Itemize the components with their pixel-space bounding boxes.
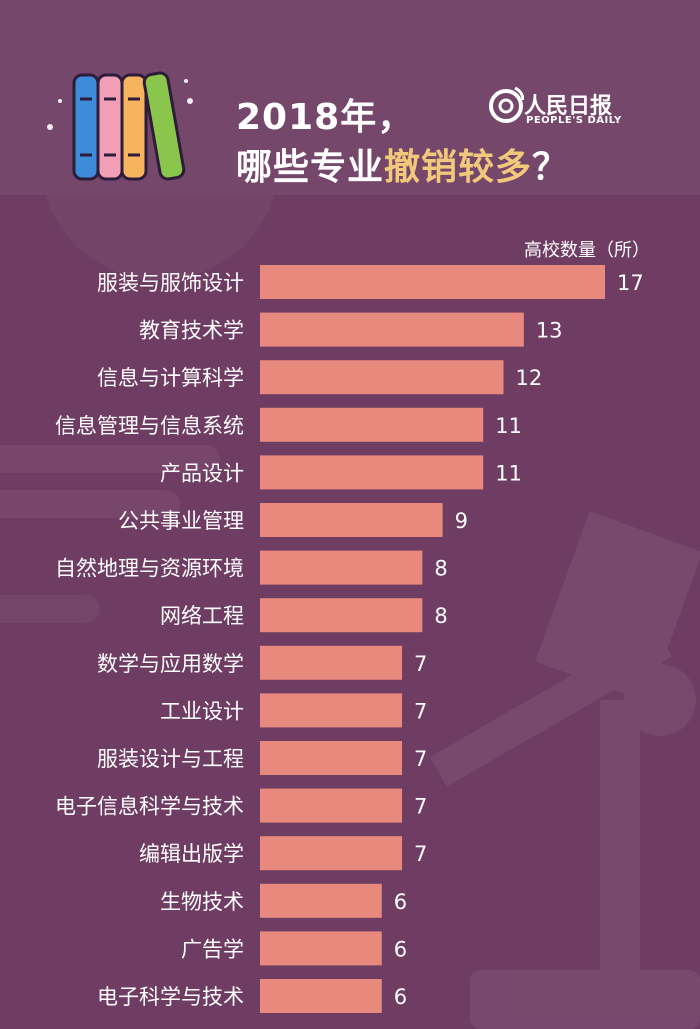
category-label: 生物技术 bbox=[160, 890, 244, 914]
bar bbox=[260, 741, 403, 775]
value-label: 8 bbox=[434, 604, 447, 628]
category-label: 数学与应用数学 bbox=[97, 652, 244, 676]
category-label: 电子信息科学与技术 bbox=[55, 795, 244, 819]
value-label: 17 bbox=[617, 271, 644, 295]
category-label: 信息与计算科学 bbox=[97, 366, 244, 390]
category-label: 公共事业管理 bbox=[118, 509, 244, 533]
bar bbox=[260, 598, 423, 633]
category-label: 教育技术学 bbox=[139, 319, 244, 343]
peoples-daily-logo: 人民日报 PEOPLE'S DAILY bbox=[488, 82, 638, 132]
bar bbox=[260, 883, 382, 918]
value-label: 13 bbox=[536, 319, 563, 343]
chart-title-line2: 哪些专业撤销较多？ bbox=[236, 138, 569, 190]
value-label: 12 bbox=[516, 366, 543, 390]
bar bbox=[260, 407, 484, 442]
bar bbox=[260, 979, 382, 1013]
title-prefix: 哪些专业 bbox=[236, 147, 385, 188]
category-label: 信息管理与信息系统 bbox=[55, 414, 244, 438]
bar bbox=[260, 360, 504, 395]
title-suffix: ？ bbox=[532, 147, 570, 188]
chart-title-line1: 2018年， bbox=[236, 97, 415, 138]
bar bbox=[260, 455, 484, 490]
bar bbox=[260, 693, 403, 728]
logo-subtext: PEOPLE'S DAILY bbox=[526, 115, 622, 126]
chart-unit-label: 高校数量（所） bbox=[524, 240, 650, 261]
at-sign-logo-icon bbox=[489, 86, 524, 123]
books-icon bbox=[47, 71, 193, 181]
category-label: 工业设计 bbox=[160, 699, 244, 723]
category-label: 自然地理与资源环境 bbox=[55, 557, 244, 581]
category-label: 编辑出版学 bbox=[139, 842, 244, 866]
value-label: 9 bbox=[455, 509, 468, 533]
category-label: 服装与服饰设计 bbox=[97, 271, 244, 295]
value-label: 6 bbox=[394, 985, 407, 1009]
bar bbox=[260, 931, 382, 966]
value-label: 7 bbox=[414, 842, 427, 866]
header-banner: 2018年， 哪些专业撤销较多？ 人民日报 PEOPLE'S DAILY bbox=[0, 0, 700, 195]
category-label: 广告学 bbox=[181, 937, 244, 961]
logo-text: 人民日报 bbox=[524, 94, 613, 119]
bar bbox=[260, 503, 443, 537]
title-highlight: 撤销较多 bbox=[384, 147, 533, 188]
category-label: 服装设计与工程 bbox=[97, 747, 244, 771]
value-label: 7 bbox=[414, 795, 427, 819]
value-label: 7 bbox=[414, 747, 427, 771]
value-label: 8 bbox=[434, 557, 447, 581]
value-label: 11 bbox=[495, 461, 522, 485]
category-label: 网络工程 bbox=[160, 604, 244, 628]
category-label: 电子科学与技术 bbox=[97, 985, 244, 1009]
bar bbox=[260, 645, 403, 680]
bar bbox=[260, 550, 423, 585]
value-label: 6 bbox=[394, 937, 407, 961]
bar bbox=[260, 312, 524, 347]
value-label: 6 bbox=[394, 890, 407, 914]
category-label: 产品设计 bbox=[160, 461, 244, 485]
bar bbox=[260, 788, 403, 823]
value-label: 7 bbox=[414, 699, 427, 723]
value-label: 7 bbox=[414, 652, 427, 676]
bar bbox=[260, 265, 605, 299]
value-label: 11 bbox=[495, 414, 522, 438]
bar bbox=[260, 836, 403, 871]
